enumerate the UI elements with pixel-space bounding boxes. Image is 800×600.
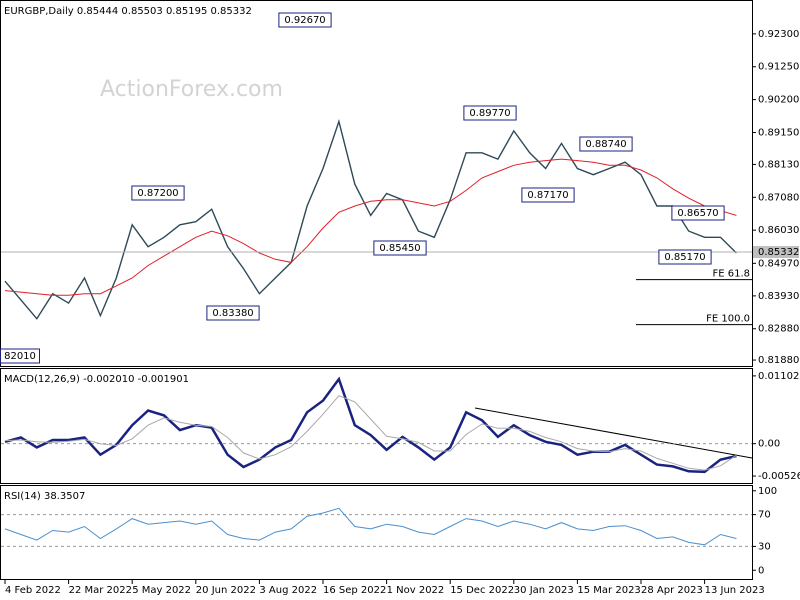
annotation-box [579, 136, 633, 152]
x-tick-label: 16 Sep 2022 [323, 585, 386, 596]
annotation: 0.88740 [585, 139, 626, 150]
y-tick-label: 0.84970 [758, 258, 799, 269]
y-tick-label: 0.92300 [758, 29, 799, 40]
annotation: 82010 [4, 351, 36, 362]
last-price-label: 0.85332 [758, 247, 799, 258]
series-line [4, 158, 737, 296]
annotation-box [206, 305, 260, 321]
x-tick-label: 13 Jun 2023 [705, 585, 765, 596]
annotation: 0.87200 [137, 188, 178, 199]
annotation-box [463, 105, 517, 121]
x-tick-label: 22 Mar 2022 [69, 585, 132, 596]
series-line [4, 119, 737, 320]
y-tick-label: 0.81880 [758, 355, 799, 366]
watermark: ActionForex.com [100, 77, 283, 102]
y-tick-label: 0.89150 [758, 127, 799, 138]
y-tick-label: 70 [758, 510, 771, 521]
annotation: 0.89770 [469, 108, 510, 119]
y-tick-label: 0.83930 [758, 291, 799, 302]
x-tick-label: 4 Feb 2022 [5, 585, 61, 596]
y-tick-label: 0.91250 [758, 62, 799, 73]
annotation-box [373, 240, 427, 256]
annotation-box [0, 348, 40, 364]
rsi-panel-frame [0, 485, 753, 580]
fe-label: FE 61.8 [712, 269, 750, 280]
price-panel-frame [0, 0, 753, 367]
annotation: 0.85450 [379, 243, 420, 254]
x-tick-label: 3 Aug 2022 [259, 585, 317, 596]
y-tick-label: 0 [758, 565, 764, 576]
panel-title: RSI(14) 38.3507 [4, 491, 85, 502]
y-tick-label: 0.011027 [758, 371, 800, 382]
annotation-box [278, 12, 332, 28]
annotation-box [521, 187, 575, 203]
series-line [4, 376, 737, 474]
annotation: 0.92670 [284, 15, 325, 26]
annotation-box [658, 249, 712, 265]
x-tick-label: 15 Mar 2023 [577, 585, 640, 596]
macd-trendline [474, 407, 753, 459]
y-tick-label: -0.005267 [758, 471, 800, 482]
annotation: 0.83380 [212, 308, 253, 319]
y-tick-label: 0.87080 [758, 192, 799, 203]
y-tick-label: 0.88130 [758, 159, 799, 170]
y-tick-label: 0.86030 [758, 225, 799, 236]
annotation: 0.86570 [677, 208, 718, 219]
annotation: 0.85170 [664, 252, 705, 263]
x-tick-label: 1 Nov 2022 [387, 585, 445, 596]
annotation: 0.87170 [527, 190, 568, 201]
x-tick-label: 15 Dec 2022 [450, 585, 514, 596]
last-price-tag [753, 245, 799, 258]
x-tick-label: 30 Jan 2023 [514, 585, 574, 596]
series-line [4, 507, 737, 546]
y-tick-label: 0.90200 [758, 95, 799, 106]
series-line [4, 395, 737, 471]
y-tick-label: 0.82880 [758, 324, 799, 335]
x-tick-label: 5 May 2022 [132, 585, 191, 596]
fe-label: FE 100.0 [706, 314, 750, 325]
macd-panel-frame [0, 368, 753, 484]
x-tick-label: 20 Jun 2022 [196, 585, 256, 596]
y-tick-label: 0.00 [758, 439, 780, 450]
panel-title: EURGBP,Daily 0.85444 0.85503 0.85195 0.8… [4, 6, 252, 17]
annotation-box [671, 205, 725, 221]
panel-title: MACD(12,26,9) -0.002010 -0.001901 [4, 374, 189, 385]
annotation-box [131, 185, 185, 201]
x-tick-label: 28 Apr 2023 [641, 585, 703, 596]
y-tick-label: 30 [758, 541, 771, 552]
y-tick-label: 100 [758, 486, 777, 497]
